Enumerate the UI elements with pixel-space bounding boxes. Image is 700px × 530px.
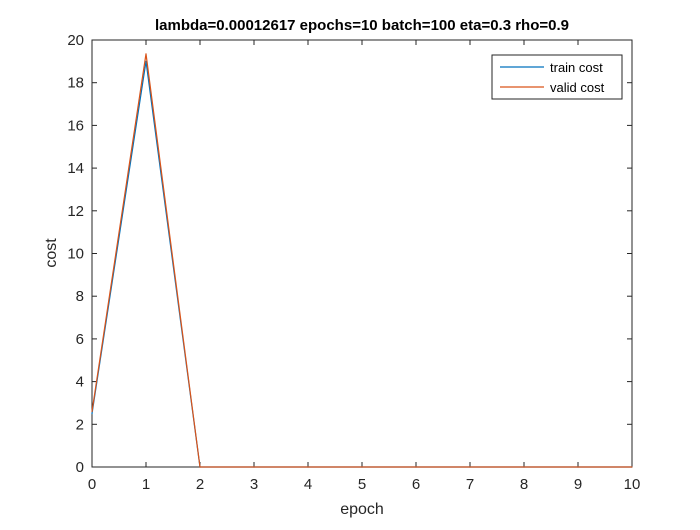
- data-point: [91, 413, 93, 415]
- y-tick-label: 2: [76, 416, 84, 433]
- y-tick-label: 14: [67, 160, 84, 177]
- data-point: [469, 466, 471, 468]
- x-tick-label: 1: [142, 476, 150, 493]
- x-tick-label: 5: [358, 476, 366, 493]
- data-point: [145, 53, 147, 55]
- x-tick-label: 8: [520, 476, 528, 493]
- y-tick-label: 12: [67, 203, 84, 220]
- data-point: [307, 466, 309, 468]
- legend-box: [491, 54, 623, 100]
- y-tick-label: 4: [76, 374, 84, 391]
- x-tick-label: 9: [574, 476, 582, 493]
- legend-label-2: valid cost: [550, 80, 605, 95]
- data-point: [91, 410, 93, 413]
- x-tick-label: 0: [88, 476, 96, 493]
- legend: train cost valid cost: [491, 54, 623, 100]
- data-point: [415, 466, 417, 468]
- axes-box: [91, 39, 633, 468]
- y-tick-label: 0: [76, 459, 84, 476]
- y-axis-label: cost: [43, 238, 60, 268]
- y-tick-label: 18: [67, 75, 84, 92]
- y-tick-label: 16: [67, 117, 84, 134]
- legend-label-1: train cost: [550, 60, 603, 75]
- y-tick-label: 10: [67, 246, 84, 263]
- y-tick-label: 6: [76, 331, 84, 348]
- x-tick-label: 7: [466, 476, 474, 493]
- data-point: [199, 466, 201, 468]
- x-tick-label: 3: [250, 476, 258, 493]
- data-point: [361, 466, 363, 468]
- x-tick-label: 2: [196, 476, 204, 493]
- data-point: [577, 466, 579, 468]
- data-point: [145, 60, 147, 62]
- y-tick-label: 8: [76, 288, 84, 305]
- x-axis-label: epoch: [340, 501, 384, 518]
- chart-title: lambda=0.00012617 epochs=10 batch=100 et…: [155, 17, 569, 34]
- x-tick-label: 4: [304, 476, 312, 493]
- data-point: [253, 466, 255, 468]
- data-point: [631, 466, 633, 468]
- x-tick-label: 6: [412, 476, 420, 493]
- y-tick-label: 20: [67, 32, 84, 49]
- data-point: [523, 466, 525, 468]
- x-tick-label: 10: [624, 476, 641, 493]
